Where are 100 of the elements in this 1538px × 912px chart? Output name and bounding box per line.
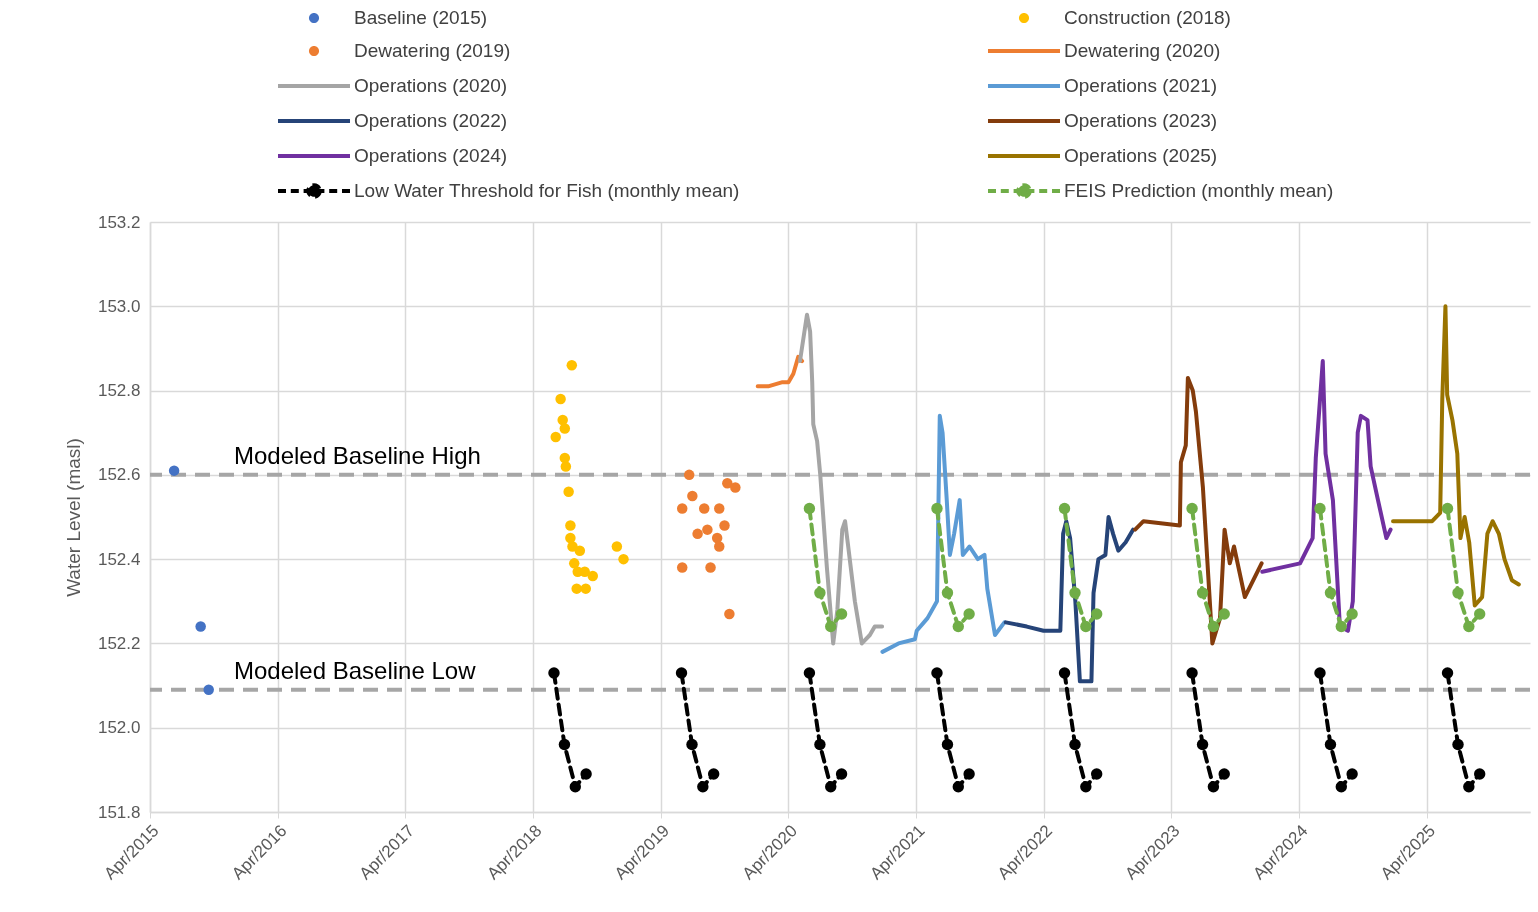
point	[941, 587, 954, 599]
legend-label: Operations (2024)	[354, 145, 508, 166]
point	[803, 502, 816, 515]
legend-label: Operations (2025)	[1064, 145, 1218, 166]
point	[618, 553, 629, 565]
point	[1346, 768, 1358, 780]
point	[676, 562, 688, 573]
y-tick-label: 152.0	[97, 718, 141, 738]
point	[574, 545, 586, 556]
point	[558, 738, 571, 751]
y-tick-label: 152.2	[97, 633, 141, 653]
point	[1463, 781, 1475, 793]
point	[550, 431, 561, 443]
point	[611, 541, 623, 552]
point	[580, 583, 592, 594]
point	[1463, 620, 1475, 633]
line-series	[1133, 375, 1264, 646]
point	[803, 667, 816, 679]
point	[1218, 608, 1230, 620]
line-series	[1260, 359, 1393, 633]
point	[931, 667, 943, 679]
point	[566, 360, 578, 371]
point	[1186, 502, 1198, 515]
point	[1473, 768, 1486, 780]
point	[686, 738, 698, 751]
line-series	[1391, 304, 1521, 608]
point	[569, 781, 581, 793]
legend-label: Dewatering (2020)	[1064, 40, 1221, 61]
y-tick-label: 153.2	[97, 212, 141, 232]
legend-label: Dewatering (2019)	[354, 40, 511, 61]
point	[548, 667, 560, 679]
y-axis-title: Water Level (masl)	[62, 438, 84, 597]
point	[722, 478, 733, 489]
point	[560, 461, 572, 472]
point	[1452, 738, 1464, 751]
point	[692, 528, 703, 540]
point	[1314, 502, 1326, 515]
point	[1324, 587, 1337, 599]
point	[931, 502, 943, 515]
point	[941, 738, 954, 751]
point	[705, 562, 716, 573]
point	[963, 608, 975, 620]
point	[580, 768, 592, 780]
point	[1069, 587, 1081, 599]
point	[168, 465, 180, 476]
point	[702, 524, 713, 535]
legend-label: Baseline (2015)	[354, 7, 488, 28]
y-tick-label: 152.6	[97, 465, 141, 485]
point	[724, 608, 735, 620]
point	[1090, 608, 1103, 620]
point	[687, 490, 698, 502]
y-tick-label: 151.8	[97, 802, 141, 822]
legend-label: Low Water Threshold for Fish (monthly mean)	[354, 180, 740, 201]
point	[1058, 667, 1071, 679]
point	[675, 667, 688, 679]
legend-label: Operations (2023)	[1064, 110, 1218, 131]
point	[1207, 620, 1220, 633]
point	[714, 541, 725, 552]
point	[697, 781, 709, 793]
point	[835, 768, 848, 780]
point	[1069, 738, 1081, 751]
point	[714, 503, 725, 514]
point	[1335, 781, 1347, 793]
point	[835, 608, 848, 620]
point	[1441, 502, 1454, 515]
point	[1452, 587, 1464, 599]
point	[707, 768, 720, 780]
ref-line-label: Modeled Baseline Low	[234, 656, 477, 684]
legend-label: FEIS Prediction (monthly mean)	[1064, 180, 1334, 201]
point	[1335, 620, 1347, 633]
point	[814, 738, 826, 751]
point	[203, 684, 214, 696]
point	[814, 587, 826, 599]
point	[676, 503, 688, 514]
point	[825, 781, 837, 793]
point	[711, 532, 723, 544]
legend-label: Operations (2021)	[1064, 75, 1218, 96]
point	[565, 520, 576, 531]
y-tick-label: 152.8	[97, 381, 141, 401]
point	[1441, 667, 1454, 679]
point	[557, 414, 568, 426]
point	[569, 558, 580, 569]
point	[952, 781, 964, 793]
legend-label: Construction (2018)	[1064, 7, 1231, 28]
point	[587, 570, 598, 582]
point	[1058, 502, 1071, 515]
point	[698, 503, 710, 514]
point	[825, 620, 837, 633]
point	[195, 621, 206, 632]
point	[952, 620, 964, 633]
point	[1196, 738, 1209, 751]
point	[1080, 781, 1092, 793]
point	[565, 532, 576, 544]
point	[1207, 781, 1220, 793]
y-tick-label: 153.0	[97, 296, 141, 316]
point	[730, 482, 741, 493]
point	[1324, 738, 1337, 751]
y-tick-label: 152.4	[97, 549, 141, 569]
point	[559, 423, 571, 434]
line-series	[880, 413, 1007, 654]
